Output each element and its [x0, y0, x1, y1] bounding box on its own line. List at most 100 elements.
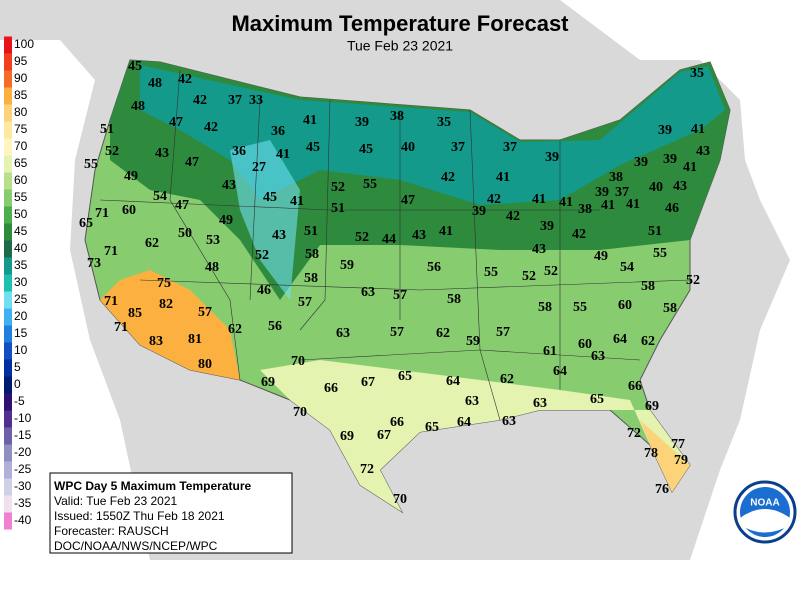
temperature-label: 64: [553, 364, 567, 379]
temperature-label: 56: [268, 319, 282, 334]
legend-swatch: [4, 155, 12, 173]
temperature-label: 45: [128, 59, 142, 74]
temperature-label: 72: [627, 426, 641, 441]
temperature-label: 41: [276, 147, 290, 162]
temperature-label: 75: [157, 276, 171, 291]
temperature-label: 43: [532, 242, 546, 257]
info-line: Forecaster: RAUSCH: [54, 524, 169, 538]
temperature-label: 65: [398, 369, 412, 384]
info-line: Issued: 1550Z Thu Feb 18 2021: [54, 509, 225, 523]
temperature-label: 63: [361, 285, 375, 300]
legend-label: 70: [14, 139, 28, 153]
temperature-label: 70: [293, 405, 307, 420]
temperature-label: 41: [601, 198, 615, 213]
temperature-label: 39: [658, 123, 672, 138]
temperature-label: 49: [124, 169, 138, 184]
info-line: WPC Day 5 Maximum Temperature: [54, 479, 251, 493]
temperature-label: 62: [641, 334, 655, 349]
temperature-label: 47: [401, 193, 415, 208]
temperature-label: 64: [446, 374, 460, 389]
temperature-label: 79: [674, 453, 688, 468]
temperature-label: 38: [578, 202, 592, 217]
noaa-logo-text: NOAA: [750, 498, 779, 509]
borders: [99, 69, 691, 421]
temperature-label: 42: [193, 93, 207, 108]
temperature-label: 41: [683, 160, 697, 175]
temperature-label: 82: [159, 297, 173, 312]
legend-swatch: [4, 495, 12, 513]
legend-label: -10: [14, 411, 32, 425]
temperature-label: 71: [114, 320, 128, 335]
legend-label: 25: [14, 292, 28, 306]
temperature-label: 69: [340, 429, 354, 444]
temperature-label: 62: [145, 236, 159, 251]
temperature-label: 52: [522, 269, 536, 284]
mountain-snow: [230, 140, 300, 300]
temperature-label: 58: [447, 292, 461, 307]
temperature-label: 35: [437, 115, 451, 130]
temperature-label: 77: [671, 437, 685, 452]
temperature-label: 41: [303, 113, 317, 128]
info-box: [49, 472, 293, 554]
legend-label: 60: [14, 173, 28, 187]
legend-label: 95: [14, 54, 28, 68]
temperature-label: 51: [648, 224, 662, 239]
temperature-label: 52: [255, 248, 269, 263]
temperature-label: 43: [696, 144, 710, 159]
temperature-label: 62: [228, 322, 242, 337]
temperature-label: 55: [84, 157, 98, 172]
temperature-label: 51: [100, 122, 114, 137]
temperature-label: 58: [305, 247, 319, 262]
temperature-label: 35: [690, 66, 704, 81]
temperature-label: 41: [559, 195, 573, 210]
temperature-label: 71: [104, 294, 118, 309]
temperature-label: 76: [655, 482, 669, 497]
legend-swatch: [4, 325, 12, 343]
info-line: Valid: Tue Feb 23 2021: [54, 494, 178, 508]
temperature-label: 41: [532, 192, 546, 207]
temperature-label: 49: [594, 249, 608, 264]
legend-swatch: [4, 104, 12, 122]
temperature-label: 42: [487, 192, 501, 207]
temperature-label: 51: [304, 224, 318, 239]
temperature-label: 52: [331, 180, 345, 195]
ocean: [0, 40, 150, 560]
temperature-label: 41: [496, 170, 510, 185]
legend-label: 20: [14, 309, 28, 323]
legend-swatch: [4, 87, 12, 105]
legend-swatch: [4, 342, 12, 360]
legend-swatch: [4, 121, 12, 139]
legend-label: -25: [14, 462, 32, 476]
noaa-logo-wave: [740, 509, 790, 533]
legend-swatch: [4, 291, 12, 309]
temperature-label: 52: [105, 144, 119, 159]
temperature-label: 58: [538, 300, 552, 315]
legend: 1009590858075706560555045403530252015105…: [4, 36, 34, 530]
temperature-label: 43: [412, 228, 426, 243]
temperature-label: 60: [618, 298, 632, 313]
temperature-label: 59: [340, 258, 354, 273]
legend-label: 45: [14, 224, 28, 238]
temperature-label: 39: [545, 150, 559, 165]
temperature-label: 67: [361, 375, 375, 390]
temperature-label: 70: [291, 354, 305, 369]
temperature-label: 47: [169, 115, 183, 130]
temperature-label: 39: [540, 219, 554, 234]
legend-swatch: [4, 359, 12, 377]
legend-label: 15: [14, 326, 28, 340]
temperature-label: 43: [272, 228, 286, 243]
temperature-label: 65: [590, 392, 604, 407]
legend-label: 30: [14, 275, 28, 289]
temperature-label: 37: [615, 185, 629, 200]
temperature-label: 53: [206, 233, 220, 248]
florida-warm: [640, 420, 690, 492]
legend-swatch: [4, 172, 12, 190]
legend-swatch: [4, 274, 12, 292]
temperature-label: 66: [324, 381, 338, 396]
legend-label: 100: [14, 37, 34, 51]
temperature-label: 41: [626, 197, 640, 212]
legend-swatch: [4, 376, 12, 394]
temperature-label: 38: [609, 170, 623, 185]
temperature-label: 46: [665, 201, 679, 216]
temperature-label: 57: [298, 295, 312, 310]
